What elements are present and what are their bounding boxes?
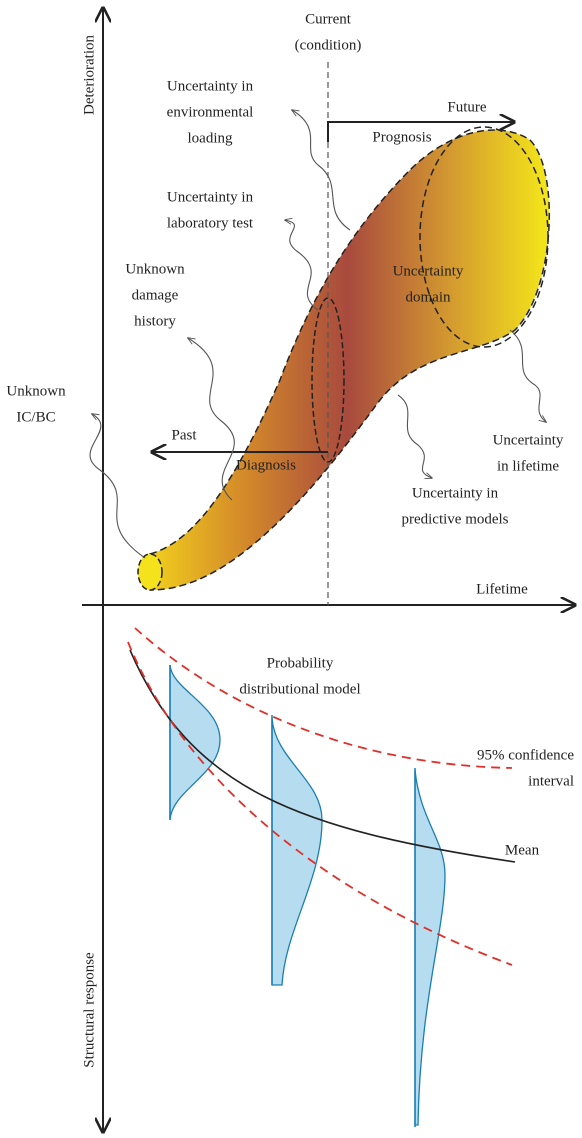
axis-label: Deterioration: [81, 35, 97, 115]
annotation: Probability: [267, 655, 334, 671]
uncertainty-blob: [149, 129, 550, 591]
annotation: (condition): [295, 37, 362, 53]
annotation: interval: [528, 773, 574, 789]
pointer: [89, 414, 146, 559]
distribution: [414, 769, 446, 1126]
upper-confidence: [134, 627, 513, 769]
annotation: in lifetime: [497, 458, 559, 474]
annotation: domain: [406, 289, 451, 305]
annotation: Uncertainty in: [412, 485, 499, 501]
pointer: [509, 329, 546, 422]
annotation: Uncertainty in: [167, 189, 254, 205]
labels: Deterioration Structural response Lifetime…: [6, 11, 574, 1067]
axis-label: Structural response: [81, 952, 97, 1068]
annotation: environmental: [167, 104, 254, 120]
future-ellipse: [419, 126, 549, 348]
annotation: laboratory test: [167, 215, 254, 231]
annotation: damage: [132, 287, 179, 303]
pointer: [188, 338, 235, 501]
annotation: predictive models: [401, 511, 508, 527]
distribution: [169, 664, 221, 821]
annotation: history: [134, 313, 176, 329]
distribution: [271, 717, 323, 986]
annotation: Uncertainty: [493, 432, 564, 448]
axis-label: Lifetime: [476, 581, 528, 597]
annotation: IC/BC: [16, 409, 55, 425]
future-arrow: [327, 122, 514, 142]
tip-ellipse: [137, 553, 163, 591]
annotation: loading: [188, 130, 233, 146]
annotation: Unknown: [125, 261, 185, 277]
annotation: Uncertainty: [393, 263, 464, 279]
pointer: [397, 394, 432, 478]
lower-confidence: [127, 641, 513, 966]
annotation: Prognosis: [372, 129, 431, 145]
annotation: 95% confidence: [477, 747, 574, 763]
annotation: Unknown: [6, 383, 66, 399]
annotation: Current: [305, 11, 352, 27]
annotation: Uncertainty in: [167, 78, 254, 94]
pointer: [285, 220, 319, 311]
pointer: [292, 110, 351, 231]
annotation: Future: [447, 99, 487, 115]
annotation: distributional model: [239, 681, 360, 697]
annotation: Mean: [505, 842, 540, 858]
annotation: Past: [171, 427, 197, 443]
annotation: Diagnosis: [236, 457, 296, 473]
